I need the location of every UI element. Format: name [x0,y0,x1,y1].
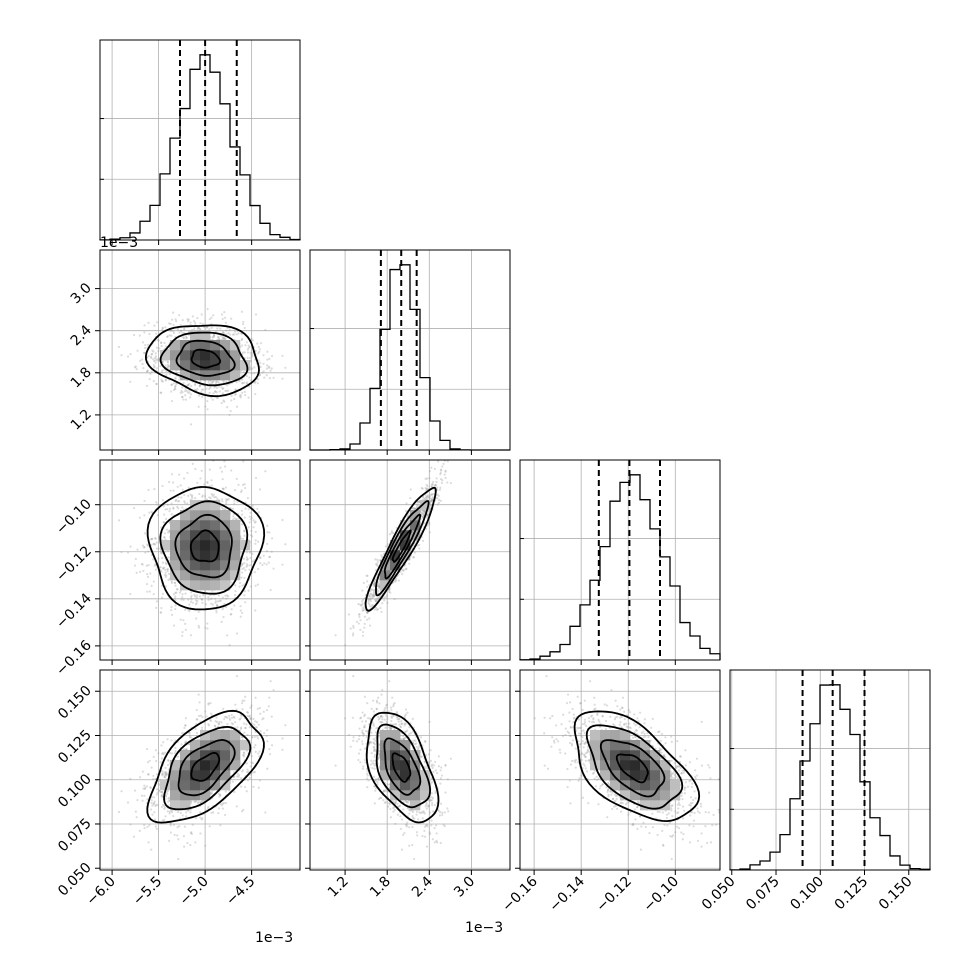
contour-2-1-3 [364,486,437,612]
ytick-label-1-1: 1.8 [68,364,95,391]
scatter-panel-2-0: −0.16 −0.14 −0.12 −0.10 [53,459,301,679]
contour-3-2-1 [599,739,666,798]
contour-3-0-0 [190,751,221,782]
ytick-label-3-2: 0.100 [55,771,95,811]
xtick-label-1-3: 3.0 [451,874,478,901]
ytick-label-1-2: 2.4 [68,322,95,349]
contour-3-2-2 [585,724,684,810]
xtick-label-3-4: 0.150 [876,874,916,914]
offset-label-x0: 1e−3 [255,930,293,946]
contour-1-0-1 [175,339,236,377]
offset-label-y1: 1e−3 [100,235,138,251]
ytick-label-1-3: 3.0 [68,280,95,307]
xtick-label-3-1: 0.075 [743,874,783,914]
contour-3-1-1 [383,737,422,796]
xtick-label-1-1: 1.8 [367,874,394,901]
contour-1-0-3 [144,324,260,398]
contour-2-1-0 [391,529,412,563]
contour-1-0-2 [159,331,249,387]
ytick-label-3-4: 0.150 [55,683,95,723]
contour-3-1-2 [375,723,432,809]
ytick-label-3-1: 0.075 [55,815,95,855]
scatter-panel-2-1 [305,459,511,665]
contour-2-0-1 [174,513,233,579]
xtick-label-0-0: −6.0 [84,874,119,909]
ytick-label-1-0: 1.2 [68,406,95,433]
xtick-label-2-0: −0.16 [499,873,541,915]
contour-3-1-0 [391,752,412,783]
ytick-label-2-1: −0.14 [53,590,95,632]
offset-label-x1: 1e−3 [465,920,503,936]
scatter-panel-3-2: −0.16 −0.14 −0.12 −0.10 [499,669,721,916]
xtick-label-0-3: −4.5 [223,874,258,909]
contour-3-2-3 [573,710,701,823]
ytick-label-2-3: −0.10 [53,496,95,538]
contour-2-0-2 [159,500,249,595]
contour-3-2-0 [615,753,649,784]
ytick-label-3-3: 0.125 [55,727,95,767]
hist-panel-3: 0.050 0.075 0.100 0.125 0.150 [699,669,931,914]
xtick-label-2-3: −0.10 [640,874,682,916]
contour-2-0-0 [189,529,220,563]
contour-3-0-1 [177,738,236,797]
xtick-label-2-2: −0.12 [593,874,635,916]
contour-3-0-2 [163,725,252,811]
contour-3-0-3 [146,709,265,824]
hist-panel-0 [99,39,301,245]
hist-panel-2 [519,459,721,665]
histogram-line-0 [99,54,301,241]
contour-3-1-3 [365,711,440,824]
histogram-line-3 [729,684,931,871]
ytick-label-2-0: −0.16 [53,637,95,679]
xtick-label-2-1: −0.14 [546,873,588,915]
contour-2-0-3 [146,486,266,611]
contour-1-0-0 [190,348,222,369]
scatter-panel-3-1: 1.2 1.8 2.4 3.0 [305,669,511,901]
xtick-label-3-2: 0.100 [787,874,827,914]
contour-2-1-1 [383,513,422,580]
xtick-label-0-2: −5.0 [177,874,212,909]
histogram-line-2 [519,474,721,661]
xtick-label-3-3: 0.125 [832,874,872,914]
ytick-label-2-2: −0.12 [53,543,95,585]
scatter-panel-1-0: 1.2 1.8 2.4 3.0 [68,249,301,455]
hist-panel-1 [309,249,511,455]
contour-2-1-2 [375,500,430,597]
xtick-label-1-0: 1.2 [325,874,352,901]
xtick-label-1-2: 2.4 [409,873,436,900]
xtick-label-0-1: −5.5 [130,874,165,909]
xtick-label-3-0: 0.050 [699,874,739,914]
density-grid-3-0 [160,730,251,811]
